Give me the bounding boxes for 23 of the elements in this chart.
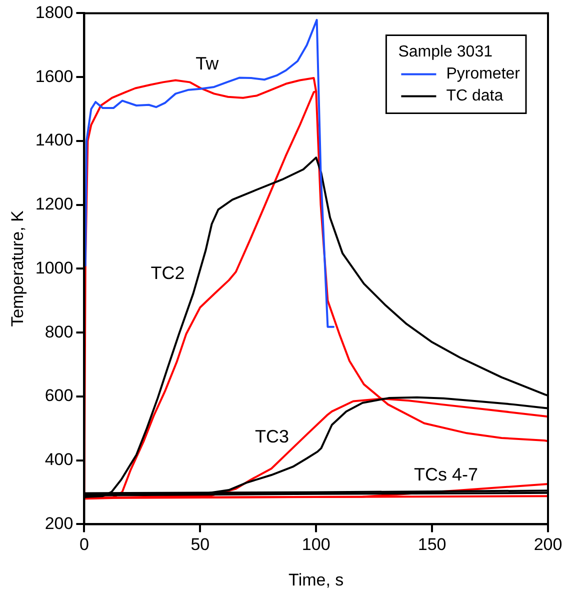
legend-label: Pyrometer <box>446 66 521 83</box>
x-tick-label: 100 <box>302 535 330 554</box>
y-tick-label: 1600 <box>35 66 74 86</box>
annotation: Tw <box>196 53 220 74</box>
y-tick-label: 200 <box>44 514 74 533</box>
y-tick-label: 1200 <box>35 194 74 214</box>
y-tick-label: 1800 <box>35 2 74 22</box>
annotation: TC2 <box>150 262 185 283</box>
x-tick-label: 50 <box>190 535 210 554</box>
y-tick-label: 600 <box>44 386 74 406</box>
y-tick-label: 400 <box>44 450 74 470</box>
annotation: TC3 <box>255 426 290 446</box>
x-tick-label: 200 <box>534 535 562 554</box>
y-tick-label: 1400 <box>35 130 74 150</box>
y-tick-label: 800 <box>44 322 74 342</box>
y-axis-title: Temperature, K <box>8 210 27 327</box>
y-tick-label: 1000 <box>35 258 74 278</box>
legend-title: Sample 3031 <box>398 44 493 61</box>
legend-label: TC data <box>446 88 504 105</box>
x-tick-label: 0 <box>79 535 89 554</box>
annotation: TCs 4-7 <box>414 464 478 485</box>
x-axis-title: Time, s <box>288 570 344 590</box>
x-tick-label: 150 <box>418 535 446 554</box>
